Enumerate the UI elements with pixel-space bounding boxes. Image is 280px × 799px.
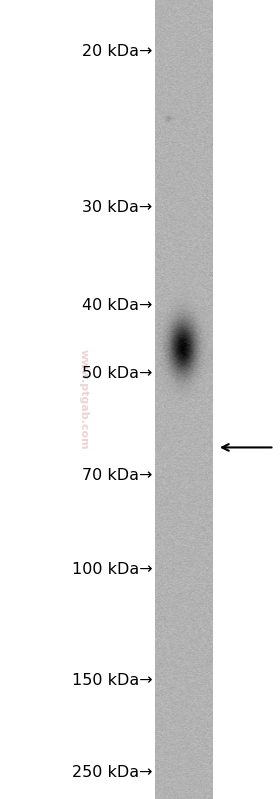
- Text: 150 kDa→: 150 kDa→: [72, 674, 153, 688]
- Text: 40 kDa→: 40 kDa→: [82, 298, 153, 312]
- Text: 250 kDa→: 250 kDa→: [72, 765, 153, 780]
- Text: 20 kDa→: 20 kDa→: [82, 45, 153, 59]
- Text: 70 kDa→: 70 kDa→: [82, 468, 153, 483]
- Text: 100 kDa→: 100 kDa→: [72, 562, 153, 577]
- Text: www.ptgab.com: www.ptgab.com: [79, 349, 89, 450]
- Text: 30 kDa→: 30 kDa→: [82, 201, 153, 215]
- Text: 50 kDa→: 50 kDa→: [82, 367, 153, 381]
